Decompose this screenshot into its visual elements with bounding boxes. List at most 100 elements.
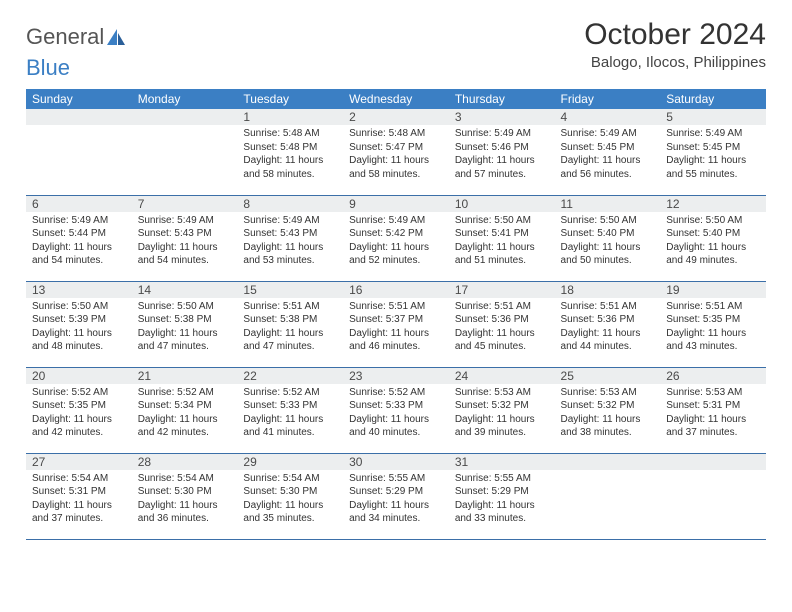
day-number: 29 [237,454,343,470]
day-details: Sunrise: 5:49 AMSunset: 5:44 PMDaylight:… [26,212,132,272]
day-details: Sunrise: 5:52 AMSunset: 5:35 PMDaylight:… [26,384,132,444]
calendar-cell: 18Sunrise: 5:51 AMSunset: 5:36 PMDayligh… [555,281,661,367]
calendar-cell: 19Sunrise: 5:51 AMSunset: 5:35 PMDayligh… [660,281,766,367]
day-number: 20 [26,368,132,384]
calendar-cell: 30Sunrise: 5:55 AMSunset: 5:29 PMDayligh… [343,453,449,539]
day-details: Sunrise: 5:49 AMSunset: 5:46 PMDaylight:… [449,125,555,185]
day-number: 2 [343,109,449,125]
day-details: Sunrise: 5:51 AMSunset: 5:36 PMDaylight:… [449,298,555,358]
day-details: Sunrise: 5:49 AMSunset: 5:45 PMDaylight:… [555,125,661,185]
day-details: Sunrise: 5:50 AMSunset: 5:41 PMDaylight:… [449,212,555,272]
day-number: 28 [132,454,238,470]
day-header: Friday [555,89,661,109]
calendar-cell: 10Sunrise: 5:50 AMSunset: 5:41 PMDayligh… [449,195,555,281]
day-details: Sunrise: 5:50 AMSunset: 5:40 PMDaylight:… [660,212,766,272]
calendar-cell [132,109,238,195]
calendar-cell: 5Sunrise: 5:49 AMSunset: 5:45 PMDaylight… [660,109,766,195]
day-header: Sunday [26,89,132,109]
day-details: Sunrise: 5:51 AMSunset: 5:36 PMDaylight:… [555,298,661,358]
calendar-cell: 1Sunrise: 5:48 AMSunset: 5:48 PMDaylight… [237,109,343,195]
day-details: Sunrise: 5:49 AMSunset: 5:42 PMDaylight:… [343,212,449,272]
day-header: Saturday [660,89,766,109]
calendar-cell: 26Sunrise: 5:53 AMSunset: 5:31 PMDayligh… [660,367,766,453]
calendar-cell [555,453,661,539]
day-details: Sunrise: 5:54 AMSunset: 5:30 PMDaylight:… [237,470,343,530]
calendar-cell: 28Sunrise: 5:54 AMSunset: 5:30 PMDayligh… [132,453,238,539]
title-block: October 2024 Balogo, Ilocos, Philippines [584,18,766,71]
calendar-cell: 14Sunrise: 5:50 AMSunset: 5:38 PMDayligh… [132,281,238,367]
day-number: 24 [449,368,555,384]
calendar-cell: 21Sunrise: 5:52 AMSunset: 5:34 PMDayligh… [132,367,238,453]
day-number: 6 [26,196,132,212]
day-header: Wednesday [343,89,449,109]
calendar-body: 1Sunrise: 5:48 AMSunset: 5:48 PMDaylight… [26,109,766,539]
calendar-cell: 29Sunrise: 5:54 AMSunset: 5:30 PMDayligh… [237,453,343,539]
calendar-cell: 15Sunrise: 5:51 AMSunset: 5:38 PMDayligh… [237,281,343,367]
day-details: Sunrise: 5:48 AMSunset: 5:47 PMDaylight:… [343,125,449,185]
day-details: Sunrise: 5:51 AMSunset: 5:38 PMDaylight:… [237,298,343,358]
day-details: Sunrise: 5:54 AMSunset: 5:31 PMDaylight:… [26,470,132,530]
calendar-cell: 17Sunrise: 5:51 AMSunset: 5:36 PMDayligh… [449,281,555,367]
day-details [660,470,766,476]
calendar-cell: 24Sunrise: 5:53 AMSunset: 5:32 PMDayligh… [449,367,555,453]
calendar-cell: 3Sunrise: 5:49 AMSunset: 5:46 PMDaylight… [449,109,555,195]
day-number [555,454,661,470]
day-details: Sunrise: 5:50 AMSunset: 5:39 PMDaylight:… [26,298,132,358]
day-number: 25 [555,368,661,384]
calendar-cell: 7Sunrise: 5:49 AMSunset: 5:43 PMDaylight… [132,195,238,281]
calendar-cell: 20Sunrise: 5:52 AMSunset: 5:35 PMDayligh… [26,367,132,453]
day-details: Sunrise: 5:52 AMSunset: 5:33 PMDaylight:… [237,384,343,444]
calendar-cell [660,453,766,539]
day-number: 8 [237,196,343,212]
day-header: Thursday [449,89,555,109]
day-details: Sunrise: 5:51 AMSunset: 5:35 PMDaylight:… [660,298,766,358]
day-details: Sunrise: 5:51 AMSunset: 5:37 PMDaylight:… [343,298,449,358]
day-number: 19 [660,282,766,298]
calendar-cell: 11Sunrise: 5:50 AMSunset: 5:40 PMDayligh… [555,195,661,281]
day-details: Sunrise: 5:50 AMSunset: 5:40 PMDaylight:… [555,212,661,272]
day-number [132,109,238,125]
calendar-row: 27Sunrise: 5:54 AMSunset: 5:31 PMDayligh… [26,453,766,539]
day-details [132,125,238,131]
calendar-cell: 12Sunrise: 5:50 AMSunset: 5:40 PMDayligh… [660,195,766,281]
day-number: 12 [660,196,766,212]
day-number: 18 [555,282,661,298]
day-details: Sunrise: 5:49 AMSunset: 5:43 PMDaylight:… [237,212,343,272]
day-number: 4 [555,109,661,125]
day-number: 30 [343,454,449,470]
day-details: Sunrise: 5:48 AMSunset: 5:48 PMDaylight:… [237,125,343,185]
day-details: Sunrise: 5:52 AMSunset: 5:34 PMDaylight:… [132,384,238,444]
calendar-cell: 31Sunrise: 5:55 AMSunset: 5:29 PMDayligh… [449,453,555,539]
calendar-cell: 16Sunrise: 5:51 AMSunset: 5:37 PMDayligh… [343,281,449,367]
calendar-cell: 4Sunrise: 5:49 AMSunset: 5:45 PMDaylight… [555,109,661,195]
day-number: 23 [343,368,449,384]
calendar-table: SundayMondayTuesdayWednesdayThursdayFrid… [26,89,766,540]
day-number: 21 [132,368,238,384]
calendar-cell: 6Sunrise: 5:49 AMSunset: 5:44 PMDaylight… [26,195,132,281]
day-number: 5 [660,109,766,125]
day-number: 7 [132,196,238,212]
calendar-cell: 23Sunrise: 5:52 AMSunset: 5:33 PMDayligh… [343,367,449,453]
calendar-cell: 9Sunrise: 5:49 AMSunset: 5:42 PMDaylight… [343,195,449,281]
day-header: Tuesday [237,89,343,109]
day-details: Sunrise: 5:50 AMSunset: 5:38 PMDaylight:… [132,298,238,358]
calendar-row: 20Sunrise: 5:52 AMSunset: 5:35 PMDayligh… [26,367,766,453]
calendar-cell: 2Sunrise: 5:48 AMSunset: 5:47 PMDaylight… [343,109,449,195]
day-number: 16 [343,282,449,298]
day-number: 3 [449,109,555,125]
calendar-row: 13Sunrise: 5:50 AMSunset: 5:39 PMDayligh… [26,281,766,367]
calendar-cell: 25Sunrise: 5:53 AMSunset: 5:32 PMDayligh… [555,367,661,453]
day-number: 31 [449,454,555,470]
page-subtitle: Balogo, Ilocos, Philippines [584,54,766,71]
calendar-cell: 8Sunrise: 5:49 AMSunset: 5:43 PMDaylight… [237,195,343,281]
day-number [660,454,766,470]
sail-icon [106,28,126,46]
brand-part1: General [26,24,104,50]
day-number: 10 [449,196,555,212]
day-number: 13 [26,282,132,298]
day-number: 26 [660,368,766,384]
day-details: Sunrise: 5:53 AMSunset: 5:32 PMDaylight:… [555,384,661,444]
day-number: 27 [26,454,132,470]
day-details: Sunrise: 5:52 AMSunset: 5:33 PMDaylight:… [343,384,449,444]
calendar-cell: 22Sunrise: 5:52 AMSunset: 5:33 PMDayligh… [237,367,343,453]
